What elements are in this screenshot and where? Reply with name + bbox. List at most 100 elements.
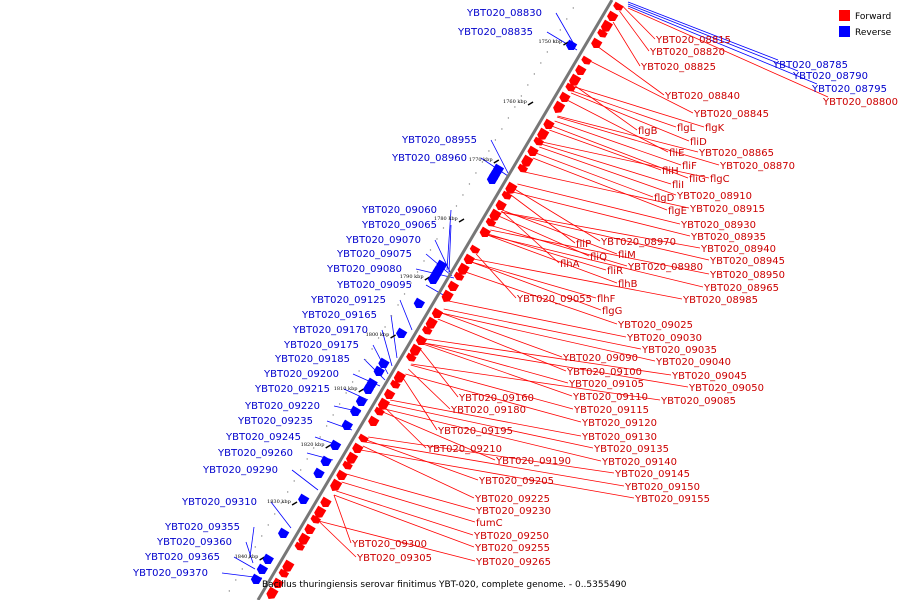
forward-gene-label: YBT020_08950 [709,270,785,281]
forward-gene-connector [512,191,691,237]
forward-gene-connector [465,271,618,325]
reverse-gene-label: YBT020_09235 [237,416,313,427]
reverse-gene-connector [448,224,452,273]
forward-gene-arrow [457,262,470,275]
reverse-gene-arrow [262,553,274,564]
forward-gene-arrow [320,496,332,507]
forward-gene-connector [514,188,601,242]
guide-dot [514,106,516,108]
reverse-gene-label: YBT020_09260 [217,448,293,459]
reverse-gene-label: YBT020_08960 [391,153,467,164]
legend-forward-label: Forward [855,12,891,22]
reverse-gene-label: YBT020_09200 [263,369,339,380]
forward-gene-label: fliF [682,161,697,172]
reverse-gene-label: YBT020_09220 [244,401,320,412]
forward-gene-arrow [613,1,624,11]
reverse-gene-connector [446,209,452,271]
guide-dot [351,381,354,383]
forward-gene-label: YBT020_09140 [601,457,677,468]
forward-gene-arrow [517,163,529,173]
forward-gene-label: YBT020_09045 [671,371,747,382]
forward-gene-connector [341,481,476,523]
forward-gene-connector [318,520,476,562]
guide-dot [494,139,497,141]
reverse-gene-arrow [313,467,325,478]
forward-gene-connector [572,90,677,128]
forward-gene-arrow [533,136,544,146]
forward-gene-arrow [501,190,513,200]
forward-gene-label: YBT020_09105 [568,379,644,390]
guide-dot [384,326,386,328]
reverse-gene-arrow [250,573,263,584]
forward-gene-connector [532,157,668,211]
scale-label: 1770 kbp [469,157,493,163]
forward-gene-connector [471,261,597,299]
guide-dot [488,150,490,152]
forward-gene-arrow [409,343,422,356]
forward-gene-connector [575,85,638,131]
forward-gene-connector [556,116,720,166]
forward-gene-label: YBT020_09055 [516,294,592,305]
forward-gene-label: YBT020_08940 [700,244,776,255]
forward-gene-label: fliR [607,266,623,277]
guide-dot [423,260,425,262]
guide-dot [248,557,250,559]
forward-gene-connector [542,141,710,179]
forward-gene-connector [423,342,569,384]
forward-gene-label: YBT020_08930 [680,220,756,231]
guide-dot [397,304,399,306]
reverse-gene-connector [245,541,254,564]
scale-tick [291,501,298,506]
genome-caption: Bacillus thuringiensis serovar finitimus… [262,580,627,590]
reverse-gene-label: YBT020_09170 [292,325,368,336]
forward-gene-label: flhF [597,294,616,305]
legend: Forward Reverse [839,10,892,38]
reverse-gene-arrow [373,365,385,376]
forward-gene-label: YBT020_09305 [356,553,432,564]
forward-gene-connector [510,194,576,244]
forward-gene-connector [368,436,615,474]
scale-label: 1800 kbp [366,332,390,338]
forward-gene-arrow [569,73,582,86]
reverse-gene-arrow [378,357,390,368]
forward-gene-arrow [581,55,592,65]
forward-gene-connector [402,377,438,431]
forward-gene-connector [382,411,496,461]
legend-reverse-swatch [839,26,850,37]
forward-gene-connector [360,449,635,499]
forward-gene-arrow [282,559,295,572]
reverse-gene-label: YBT020_09065 [361,220,437,231]
guide-dot [306,458,308,460]
forward-gene-label: YBT020_09025 [617,320,693,331]
forward-gene-label: YBT020_09300 [351,539,427,550]
forward-gene-connector [425,338,672,376]
reverse-gene-label: YBT020_09365 [144,552,220,563]
forward-gene-arrow [479,226,491,237]
guide-dot [566,18,568,20]
forward-gene-connector [366,439,479,481]
forward-gene-label: YBT020_09090 [562,353,638,364]
reverse-gene-label: YBT020_08835 [457,27,533,38]
guide-dot [267,524,269,526]
forward-gene-connector [500,211,701,249]
genome-track: 1750 kbp 1760 kbp 1770 kbp 1780 kbp 1790 kbp… [228,0,624,600]
guide-dot [345,392,347,394]
guide-dot [475,172,477,174]
reverse-gene-connector [270,501,292,529]
forward-gene-connector [448,300,627,338]
forward-gene-arrow [447,280,460,291]
reverse-gene-connector [399,299,413,331]
forward-gene-arrow [310,514,321,524]
far-gene-label: YBT020_08790 [792,71,868,82]
forward-gene-connector [598,46,665,96]
forward-gene-label: fliM [618,250,636,261]
guide-dot [338,403,341,405]
reverse-gene-connector [381,329,393,367]
forward-gene-connector [336,490,474,536]
guide-dot [449,216,451,218]
forward-gene-connector [471,261,602,311]
forward-gene-arrow [431,307,444,318]
forward-gene-label: YBT020_09190 [495,456,571,467]
forward-gene-label: YBT020_09205 [478,476,554,487]
forward-gene-label: YBT020_08985 [682,295,758,306]
